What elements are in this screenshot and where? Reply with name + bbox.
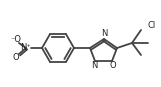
Text: ⁻O: ⁻O [10, 35, 22, 44]
Text: N⁺: N⁺ [21, 44, 31, 52]
Text: N: N [101, 29, 107, 39]
Text: Cl: Cl [148, 21, 156, 29]
Text: N: N [91, 62, 97, 70]
Text: O: O [110, 62, 116, 70]
Text: O: O [13, 52, 19, 62]
